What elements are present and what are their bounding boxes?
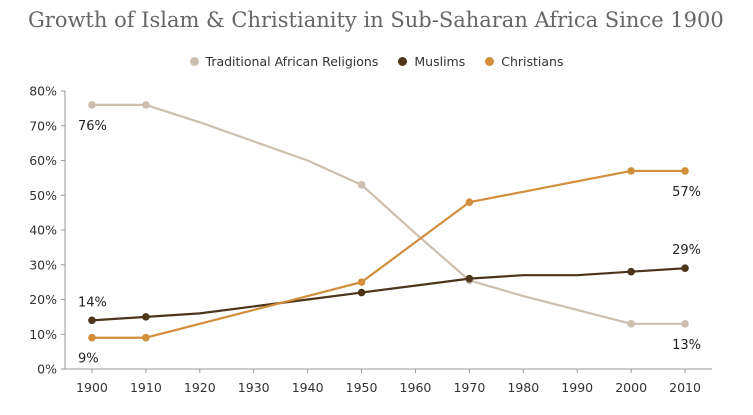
x-tick-label: 1980 bbox=[507, 380, 539, 395]
chart-title: Growth of Islam & Christianity in Sub-Sa… bbox=[28, 8, 724, 32]
y-tick-label: 10% bbox=[29, 327, 57, 342]
legend-label-muslims: Muslims bbox=[414, 54, 466, 69]
data-point-traditional bbox=[627, 320, 635, 328]
x-tick-label: 1960 bbox=[400, 380, 432, 395]
data-point-muslims bbox=[465, 274, 474, 283]
x-tick-label: 1930 bbox=[238, 380, 270, 395]
x-tick-label: 1950 bbox=[346, 380, 378, 395]
data-point-christians bbox=[142, 333, 150, 342]
data-label: 13% bbox=[672, 338, 701, 353]
data-point-traditional bbox=[88, 101, 96, 109]
data-point-muslims bbox=[681, 264, 689, 273]
y-tick-label: 80% bbox=[29, 84, 57, 99]
y-tick-label: 50% bbox=[29, 188, 57, 203]
y-tick-label: 70% bbox=[29, 118, 57, 133]
legend-marker-muslims bbox=[398, 57, 408, 66]
data-point-muslims bbox=[627, 267, 635, 276]
legend-item-traditional[interactable]: Traditional African Religions bbox=[189, 54, 379, 69]
data-point-muslims bbox=[357, 288, 366, 297]
x-tick-label: 1900 bbox=[76, 380, 108, 395]
legend-item-muslims[interactable]: Muslims bbox=[398, 54, 465, 69]
x-tick-label: 1970 bbox=[453, 380, 485, 395]
data-label: 9% bbox=[78, 352, 99, 367]
y-tick-label: 20% bbox=[29, 292, 57, 307]
data-point-christians bbox=[465, 198, 474, 206]
data-label: 57% bbox=[672, 185, 701, 200]
data-point-muslims bbox=[142, 313, 150, 321]
x-tick-label: 1920 bbox=[184, 380, 216, 395]
data-label: 29% bbox=[672, 243, 701, 258]
data-point-traditional bbox=[142, 101, 150, 109]
chart-legend: Traditional African Religions Muslims Ch… bbox=[0, 54, 753, 69]
legend-marker-traditional bbox=[189, 57, 199, 66]
series-line-muslims bbox=[91, 267, 686, 322]
x-tick-label: 1940 bbox=[292, 380, 324, 395]
series-line-traditional bbox=[91, 103, 686, 325]
legend-marker-christians bbox=[485, 57, 495, 66]
y-tick-label: 60% bbox=[29, 153, 57, 168]
data-point-christians bbox=[88, 333, 96, 342]
y-tick-label: 30% bbox=[29, 257, 57, 272]
series-line-christians bbox=[91, 169, 686, 339]
legend-label-christians: Christians bbox=[501, 54, 564, 69]
data-point-traditional bbox=[681, 320, 689, 328]
data-point-traditional bbox=[357, 181, 366, 189]
x-tick-label: 2000 bbox=[615, 380, 647, 395]
data-point-christians bbox=[357, 278, 366, 286]
legend-label-traditional: Traditional African Religions bbox=[205, 54, 379, 69]
data-label: 14% bbox=[78, 295, 107, 310]
legend-item-christians[interactable]: Christians bbox=[485, 54, 563, 69]
x-tick-label: 1910 bbox=[130, 380, 162, 395]
x-tick-label: 1990 bbox=[561, 380, 593, 395]
data-point-muslims bbox=[88, 316, 96, 325]
y-tick-label: 40% bbox=[29, 223, 57, 238]
data-point-christians bbox=[681, 167, 689, 175]
y-tick-label: 0% bbox=[37, 362, 57, 377]
data-label: 76% bbox=[78, 119, 107, 134]
data-point-christians bbox=[627, 167, 635, 175]
x-tick-label: 2010 bbox=[669, 380, 701, 395]
